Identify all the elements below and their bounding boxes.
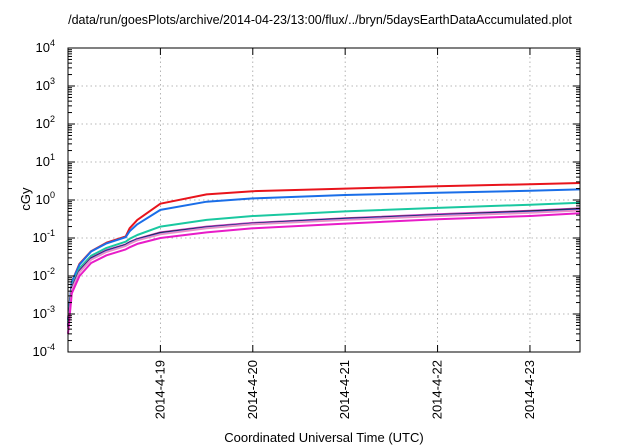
y-tick-label: 100 — [36, 190, 55, 207]
y-tick-label: 10-4 — [33, 342, 55, 359]
y-tick-label: 10-1 — [33, 228, 55, 245]
chart-title: /data/run/goesPlots/archive/2014-04-23/1… — [68, 13, 572, 27]
series-line-4 — [67, 207, 581, 326]
series-layer — [67, 182, 581, 334]
grid-layer — [68, 48, 580, 352]
x-tick-label: 2014-4-21 — [337, 360, 352, 419]
series-line-5 — [67, 208, 581, 328]
y-tick-label: 102 — [36, 114, 55, 131]
x-tick-label: 2014-4-19 — [152, 360, 167, 419]
x-tick-label: 2014-4-20 — [245, 360, 260, 419]
series-line-7 — [67, 209, 581, 330]
x-tick-label: 2014-4-22 — [430, 360, 445, 419]
series-line-1 — [67, 182, 581, 320]
y-tick-label: 104 — [36, 38, 55, 55]
y-axis-label: cGy — [18, 187, 33, 211]
y-tick-labels: 10-4 10-3 10-2 10-1 100 101 102 103 104 — [33, 38, 55, 359]
series-line-6 — [67, 208, 581, 328]
series-line-3 — [67, 201, 581, 323]
y-tick-label: 10-2 — [33, 266, 55, 283]
x-tick-label: 2014-4-23 — [522, 360, 537, 419]
y-tick-label: 10-3 — [33, 304, 55, 321]
y-tick-label: 101 — [36, 152, 55, 169]
ticks-layer — [68, 47, 580, 353]
x-tick-labels: 2014-4-19 2014-4-20 2014-4-21 2014-4-22 2014… — [152, 360, 537, 419]
y-tick-label: 103 — [36, 76, 55, 93]
x-axis-label: Coordinated Universal Time (UTC) — [224, 430, 424, 445]
series-line-8 — [67, 212, 581, 334]
series-line-2 — [67, 188, 581, 320]
